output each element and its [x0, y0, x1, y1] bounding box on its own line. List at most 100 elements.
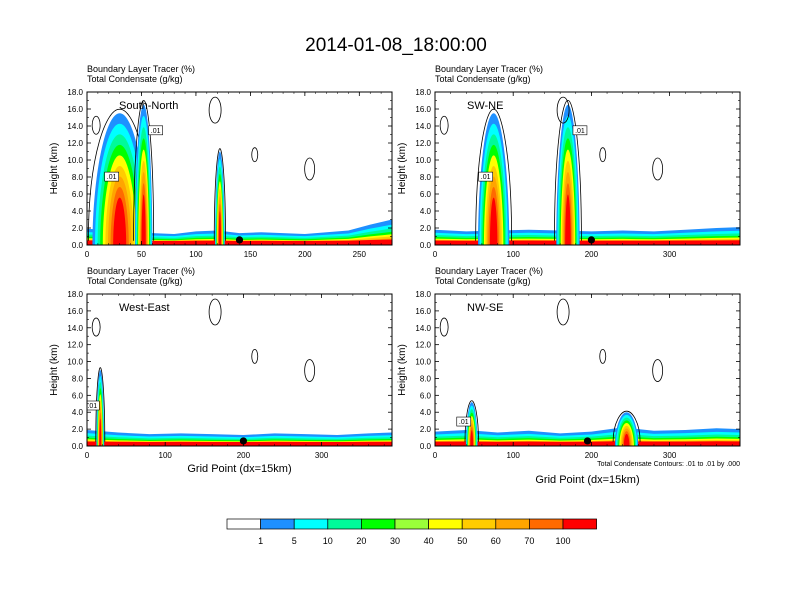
y-tick-label: 0.0	[420, 442, 432, 451]
y-tick-label: 2.0	[420, 224, 432, 233]
x-tick-label: 300	[663, 250, 677, 259]
x-tick-label: 0	[433, 451, 438, 460]
y-tick-label: 16.0	[415, 105, 431, 114]
condensate-contour	[554, 100, 582, 241]
y-tick-label: 10.0	[415, 358, 431, 367]
plot-area: .01	[87, 294, 392, 446]
column-band-8	[113, 197, 127, 245]
y-tick-label: 8.0	[72, 374, 84, 383]
column-band-8	[623, 433, 630, 446]
y-tick-label: 14.0	[415, 122, 431, 131]
contour-label: Total Condensate (g/kg)	[435, 74, 531, 84]
condensate-contour-isolated	[304, 157, 316, 181]
condensate-contour-isolated	[599, 348, 607, 364]
x-tick-label: 300	[663, 451, 677, 460]
x-tick-label: 300	[315, 451, 329, 460]
condensate-contour-isolated	[556, 298, 570, 326]
y-tick-label: 4.0	[72, 207, 84, 216]
column-1	[133, 100, 155, 245]
y-tick-label: 16.0	[67, 307, 83, 316]
contour-value-label: .01	[575, 128, 585, 135]
y-tick-label: 18.0	[415, 88, 431, 97]
plot-background	[435, 294, 740, 446]
y-tick-label: 6.0	[72, 190, 84, 199]
column-1	[554, 100, 582, 245]
y-tick-label: 0.0	[72, 442, 84, 451]
x-tick-label: 0	[85, 451, 90, 460]
y-tick-label: 12.0	[415, 139, 431, 148]
condensate-contour-isolated	[652, 359, 664, 382]
plot-area: .01	[435, 294, 740, 446]
x-tick-label: 200	[585, 451, 599, 460]
panel-sw-ne: Boundary Layer Tracer (%)Total Condensat…	[397, 64, 741, 259]
y-tick-label: 16.0	[415, 307, 431, 316]
section-label: South-North	[119, 100, 178, 112]
condensate-contour	[475, 108, 513, 241]
x-axis-label: Grid Point (dx=15km)	[187, 463, 291, 475]
panel-nw-se: Boundary Layer Tracer (%)Total Condensat…	[397, 266, 741, 486]
figure-title: 2014-01-08_18:00:00	[305, 35, 487, 56]
section-label: West-East	[119, 302, 170, 314]
colorbar-box-1	[260, 518, 295, 530]
location-marker	[239, 437, 248, 445]
plot-area: .01 .01	[435, 92, 740, 245]
y-tick-label: 12.0	[415, 341, 431, 350]
y-axis-label: Height (km)	[49, 143, 60, 195]
condensate-contour-isolated	[304, 359, 316, 382]
y-tick-label: 2.0	[72, 425, 84, 434]
y-tick-label: 14.0	[415, 324, 431, 333]
y-tick-label: 4.0	[72, 408, 84, 417]
condensate-contour-isolated	[208, 96, 222, 124]
condensate-contour	[133, 100, 155, 241]
colorbar-label: 60	[491, 536, 501, 546]
colorbar-box-2	[293, 518, 329, 530]
column-0	[87, 108, 152, 245]
contour-label: Total Condensate (g/kg)	[87, 74, 183, 84]
y-axis-label: Height (km)	[49, 344, 60, 396]
x-tick-label: 0	[433, 250, 438, 259]
y-tick-label: 4.0	[420, 207, 432, 216]
x-tick-label: 250	[353, 250, 367, 259]
x-tick-label: 100	[159, 451, 173, 460]
plot-background	[87, 294, 392, 446]
y-tick-label: 10.0	[67, 156, 83, 165]
condensate-contour-isolated	[91, 115, 101, 135]
location-marker	[583, 437, 592, 445]
section-label: NW-SE	[467, 302, 503, 314]
panel-south-north: Boundary Layer Tracer (%)Total Condensat…	[49, 64, 393, 259]
contour-label: Total Condensate (g/kg)	[435, 276, 531, 286]
contour-value-label: .01	[459, 419, 469, 426]
x-tick-label: 200	[585, 250, 599, 259]
contour-label-box	[104, 171, 119, 182]
section-label: SW-NE	[467, 100, 503, 112]
y-tick-label: 12.0	[67, 139, 83, 148]
field-label: Boundary Layer Tracer (%)	[435, 64, 543, 74]
column-band-8	[218, 211, 222, 245]
y-tick-label: 8.0	[72, 173, 84, 182]
colorbar-box-9	[529, 518, 564, 530]
y-tick-label: 16.0	[67, 105, 83, 114]
colorbar-label: 1	[258, 536, 263, 546]
colorbar-box-0	[226, 518, 261, 530]
y-tick-label: 6.0	[420, 190, 432, 199]
colorbar-label: 50	[457, 536, 467, 546]
column-band-8	[99, 418, 102, 446]
location-marker	[587, 236, 596, 244]
column-band-8	[489, 197, 498, 245]
y-tick-label: 8.0	[420, 374, 432, 383]
y-tick-label: 0.0	[420, 241, 432, 250]
colorbar-label: 10	[323, 536, 333, 546]
column-2	[213, 148, 226, 245]
field-label: Boundary Layer Tracer (%)	[87, 266, 195, 276]
y-tick-label: 0.0	[72, 241, 84, 250]
column-1	[612, 410, 641, 446]
colorbar-box-7	[461, 518, 497, 530]
contour-label-box	[456, 416, 472, 427]
x-axis-label: Grid Point (dx=15km)	[535, 474, 639, 486]
colorbar-box-8	[495, 518, 530, 530]
contour-label-box	[478, 171, 493, 182]
colorbar-label: 40	[424, 536, 434, 546]
colorbar-label: 20	[356, 536, 366, 546]
surface-layer-8	[87, 441, 392, 446]
y-axis-label: Height (km)	[397, 344, 408, 396]
